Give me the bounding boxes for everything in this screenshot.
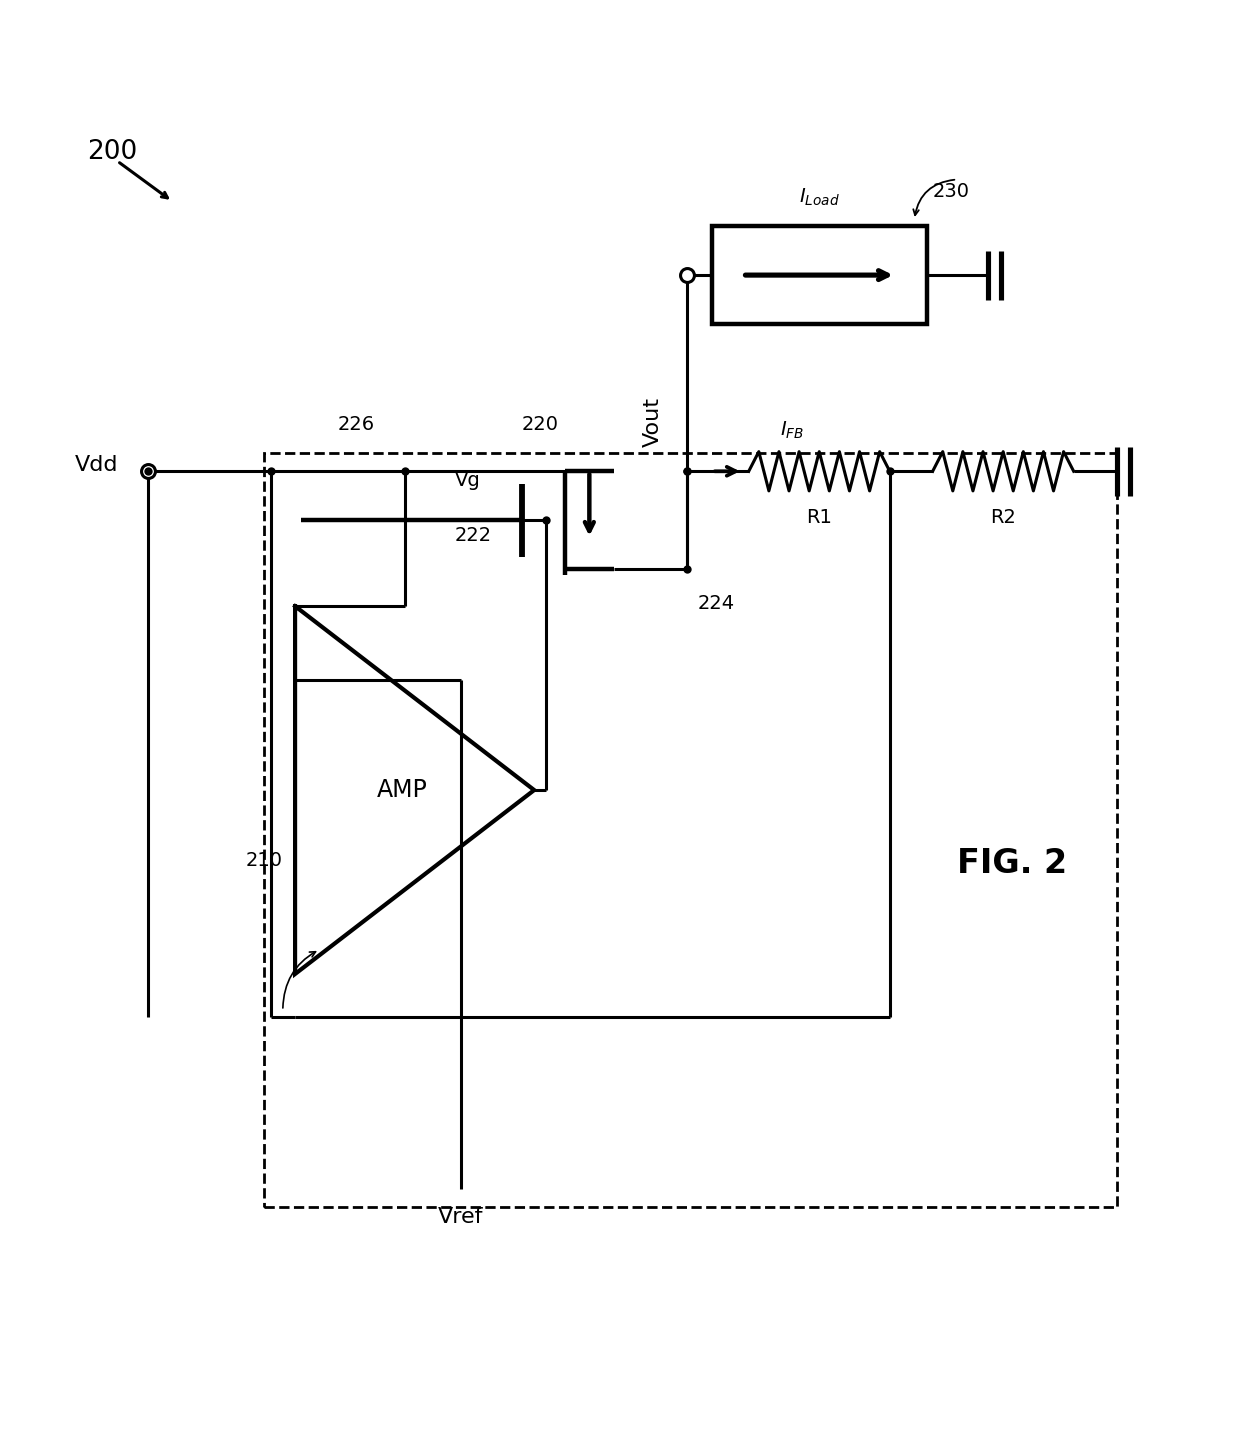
Text: 224: 224 xyxy=(697,593,734,613)
Text: Vdd: Vdd xyxy=(74,456,118,476)
Text: $I_{FB}$: $I_{FB}$ xyxy=(780,420,804,440)
Text: FIG. 2: FIG. 2 xyxy=(957,847,1068,880)
Text: Vref: Vref xyxy=(438,1207,484,1227)
Text: R2: R2 xyxy=(991,509,1016,527)
Text: $I_{Load}$: $I_{Load}$ xyxy=(799,186,839,208)
Bar xyxy=(712,226,926,324)
Text: R1: R1 xyxy=(806,509,832,527)
Text: Vout: Vout xyxy=(644,397,663,447)
Text: AMP: AMP xyxy=(377,778,428,802)
Text: 210: 210 xyxy=(246,851,283,870)
Text: 230: 230 xyxy=(932,182,970,201)
Text: 200: 200 xyxy=(87,139,136,165)
Text: Vg: Vg xyxy=(455,470,480,490)
Bar xyxy=(264,453,1116,1207)
Text: 220: 220 xyxy=(522,416,559,434)
Text: 222: 222 xyxy=(455,526,491,546)
Text: 226: 226 xyxy=(339,416,376,434)
